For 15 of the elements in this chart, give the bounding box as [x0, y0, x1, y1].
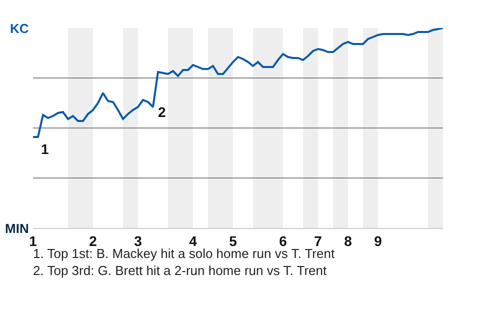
x-tick-label: 9: [374, 232, 382, 249]
x-tick-label: 5: [229, 232, 238, 249]
x-tick-label: 8: [344, 232, 352, 249]
x-tick-label: 3: [134, 232, 142, 249]
x-tick-label: 1: [29, 232, 38, 249]
text: KC: [10, 21, 30, 36]
text: 2. Top 3rd: G. Brett hit a 2-run home run vs T. Trent: [33, 263, 327, 278]
x-tick-label: 6: [279, 232, 288, 249]
x-tick-label: 2: [89, 232, 98, 249]
text: 1. Top 1st: B. Mackey hit a solo home run vs T. Trent: [33, 246, 335, 261]
x-tick-label: 7: [314, 232, 322, 249]
text: MIN: [5, 221, 29, 236]
annotation: 2: [158, 104, 166, 120]
x-tick-label: 4: [189, 232, 198, 249]
annotation: 1: [41, 141, 49, 157]
